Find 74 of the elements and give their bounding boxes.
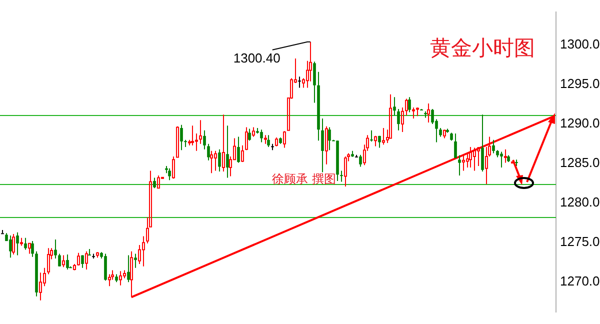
candlestick (9, 235, 12, 258)
candlestick (248, 128, 251, 142)
candlestick (222, 114, 225, 172)
candlestick (401, 106, 404, 132)
candlestick (47, 248, 50, 275)
candlestick (408, 96, 411, 113)
candlestick (237, 136, 240, 164)
candlestick (226, 125, 229, 178)
candlestick (359, 154, 362, 168)
candlestick (168, 168, 171, 181)
candlestick (134, 253, 137, 268)
candlestick (199, 120, 202, 144)
candlestick (58, 253, 61, 267)
candlestick (325, 126, 328, 165)
candlestick (393, 96, 396, 116)
candlestick (260, 129, 263, 143)
candlestick (119, 270, 122, 286)
text: 黄金小时图 (430, 35, 535, 62)
candlestick (104, 253, 107, 282)
candlestick (321, 118, 324, 173)
candlestick (469, 146, 472, 168)
y-tick-label: 1290.0 (560, 116, 600, 131)
candlestick (473, 147, 476, 172)
y-tick-label: 1270.0 (560, 274, 600, 289)
candlestick (344, 156, 347, 188)
candlestick (54, 238, 57, 259)
candlestick (481, 114, 484, 172)
candlestick (180, 124, 183, 151)
candlestick (382, 128, 385, 146)
candlestick (24, 237, 27, 250)
candlestick (1, 229, 4, 234)
candlestick (397, 108, 400, 131)
candlestick (207, 143, 210, 161)
candlestick (313, 61, 316, 104)
y-tick-label: 1275.0 (560, 234, 600, 250)
annotation: 1300.40 (233, 50, 280, 66)
candlestick (108, 274, 111, 287)
candlestick (370, 130, 373, 142)
candlestick (81, 254, 84, 268)
candlestick (427, 103, 430, 123)
candlestick (127, 254, 130, 283)
candlestick (477, 146, 480, 166)
candlestick (203, 130, 206, 150)
candlestick (340, 170, 343, 182)
candlestick (214, 150, 217, 172)
candlestick (328, 126, 331, 151)
candlestick (210, 150, 213, 174)
candlestick (500, 151, 503, 168)
candlestick (389, 94, 392, 139)
candlestick (28, 242, 31, 254)
candlestick (16, 232, 19, 256)
candlestick (492, 139, 495, 154)
annotation: 徐顾承 撰图 (272, 172, 336, 186)
candlestick (31, 240, 34, 258)
candlestick (431, 108, 434, 125)
candlestick (458, 154, 461, 176)
y-tick-label: 1300.0 (560, 36, 600, 52)
candlestick (267, 134, 270, 148)
y-tick-label: 1285.0 (560, 155, 600, 170)
y-tick-label: 1295.0 (560, 76, 600, 92)
candlestick (218, 148, 221, 172)
candlestick (153, 177, 156, 189)
candlestick (39, 272, 42, 301)
candlestick (412, 106, 415, 120)
candlestick (462, 154, 465, 172)
y-tick-label: 1280.0 (560, 194, 600, 210)
candlestick (298, 76, 301, 88)
candlestick (454, 133, 457, 159)
candlestick (264, 134, 267, 144)
candlestick (191, 125, 194, 146)
candlestick (195, 133, 198, 152)
candlestick (66, 254, 69, 270)
candlestick (504, 148, 507, 164)
candlestick (142, 236, 145, 267)
